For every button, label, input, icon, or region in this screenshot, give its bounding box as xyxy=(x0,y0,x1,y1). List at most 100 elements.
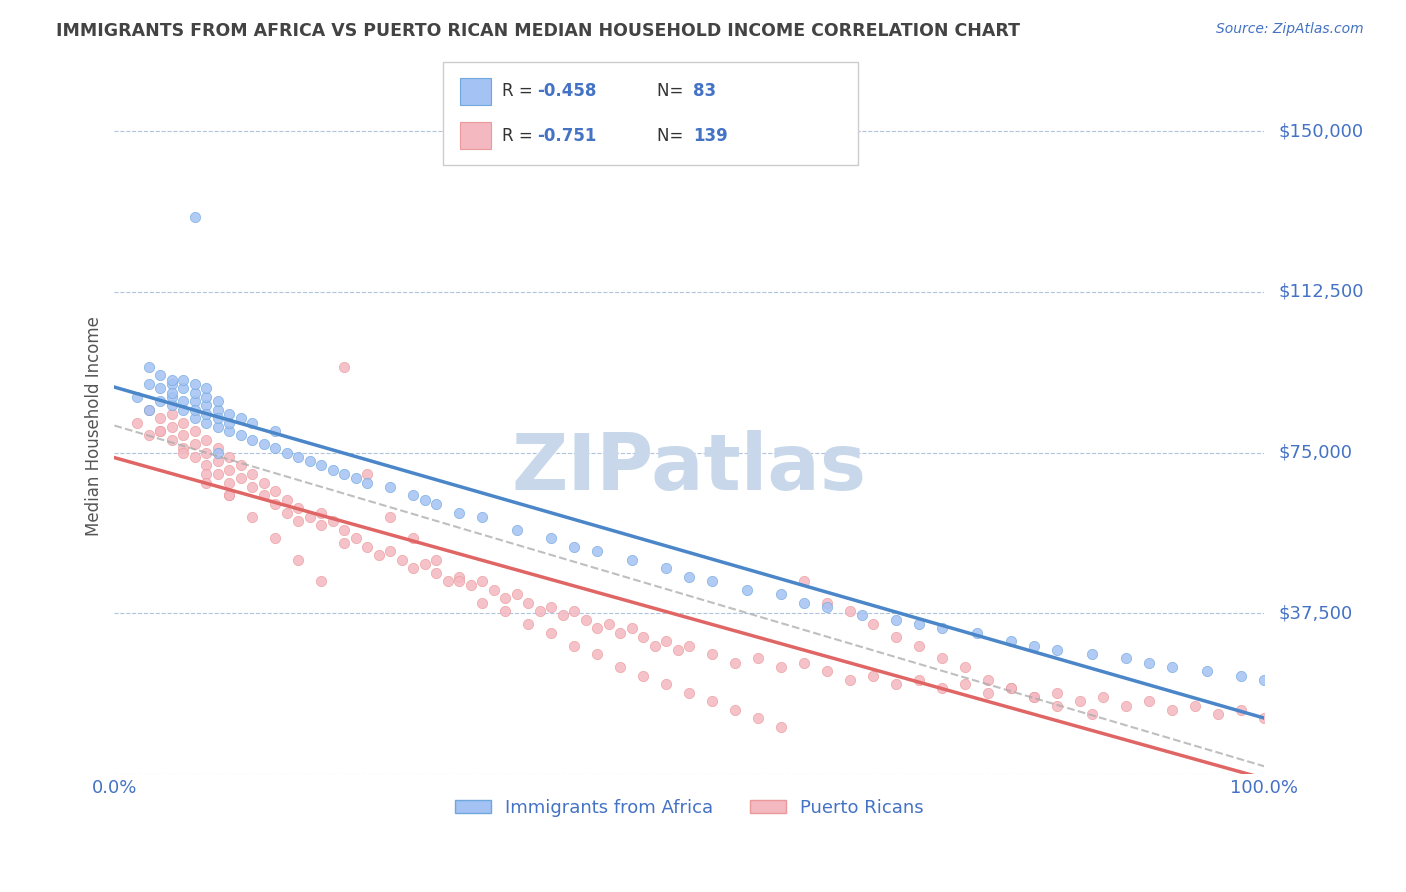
Point xyxy=(311,458,333,473)
Point xyxy=(172,416,194,430)
Point xyxy=(460,578,482,592)
Point xyxy=(1081,647,1104,661)
Point xyxy=(276,506,298,520)
Point xyxy=(195,458,218,473)
Point xyxy=(356,475,378,490)
Point xyxy=(540,599,562,614)
Text: 83: 83 xyxy=(693,82,716,100)
Point xyxy=(322,514,344,528)
Point xyxy=(620,621,643,635)
Point xyxy=(276,445,298,459)
Point xyxy=(207,411,229,425)
Point xyxy=(138,359,160,374)
Point xyxy=(264,442,287,456)
Point xyxy=(977,673,1000,687)
Point xyxy=(494,591,516,606)
Point xyxy=(471,596,494,610)
Point xyxy=(425,553,447,567)
Point xyxy=(564,540,586,554)
Text: R =: R = xyxy=(502,82,538,100)
Text: IMMIGRANTS FROM AFRICA VS PUERTO RICAN MEDIAN HOUSEHOLD INCOME CORRELATION CHART: IMMIGRANTS FROM AFRICA VS PUERTO RICAN M… xyxy=(56,22,1021,40)
Text: -0.751: -0.751 xyxy=(537,127,596,145)
Point xyxy=(931,681,953,696)
Point xyxy=(367,549,389,563)
Point xyxy=(1230,668,1253,682)
Point xyxy=(195,467,218,481)
Point xyxy=(598,617,620,632)
Point xyxy=(287,514,309,528)
Point xyxy=(449,574,471,589)
Point xyxy=(815,665,838,679)
Point xyxy=(540,532,562,546)
Point xyxy=(218,488,240,502)
Point xyxy=(564,604,586,618)
Point xyxy=(1161,660,1184,674)
Point xyxy=(839,673,862,687)
Point xyxy=(586,621,609,635)
Point xyxy=(564,639,586,653)
Point xyxy=(242,509,264,524)
Point xyxy=(517,617,540,632)
Point xyxy=(311,574,333,589)
Point xyxy=(402,488,425,502)
Point xyxy=(886,677,908,691)
Point xyxy=(862,668,884,682)
Point xyxy=(425,566,447,580)
Point xyxy=(815,599,838,614)
Point xyxy=(149,381,172,395)
Point xyxy=(184,402,207,417)
Point xyxy=(218,416,240,430)
Text: N=: N= xyxy=(657,127,688,145)
Point xyxy=(437,574,460,589)
Point xyxy=(242,467,264,481)
Point xyxy=(633,668,655,682)
Point xyxy=(184,376,207,391)
Point xyxy=(413,557,436,571)
Point xyxy=(1069,694,1091,708)
Point xyxy=(702,574,724,589)
Text: 139: 139 xyxy=(693,127,728,145)
Text: -0.458: -0.458 xyxy=(537,82,596,100)
Point xyxy=(977,686,1000,700)
Point xyxy=(207,442,229,456)
Point xyxy=(333,467,356,481)
Point xyxy=(955,677,977,691)
Point xyxy=(380,480,402,494)
Point xyxy=(506,523,529,537)
Text: $150,000: $150,000 xyxy=(1278,122,1364,140)
Point xyxy=(333,523,356,537)
Point xyxy=(1230,703,1253,717)
Point xyxy=(311,506,333,520)
Point xyxy=(1137,656,1160,670)
Point xyxy=(506,587,529,601)
Point xyxy=(1115,651,1137,665)
Point xyxy=(218,488,240,502)
Point xyxy=(160,373,183,387)
Legend: Immigrants from Africa, Puerto Ricans: Immigrants from Africa, Puerto Ricans xyxy=(447,792,931,824)
Point xyxy=(333,359,356,374)
Point xyxy=(160,420,183,434)
Point xyxy=(851,608,873,623)
Point xyxy=(908,673,931,687)
Point xyxy=(678,570,700,584)
Point xyxy=(229,458,252,473)
Text: $75,000: $75,000 xyxy=(1278,443,1353,461)
Point xyxy=(666,642,689,657)
Text: R =: R = xyxy=(502,127,538,145)
Point xyxy=(402,532,425,546)
Point xyxy=(149,394,172,409)
Point xyxy=(955,660,977,674)
Point xyxy=(678,686,700,700)
Point xyxy=(172,381,194,395)
Point xyxy=(1046,686,1069,700)
Point xyxy=(1024,690,1046,704)
Point xyxy=(793,596,815,610)
Point xyxy=(815,596,838,610)
Point xyxy=(471,574,494,589)
Point xyxy=(724,656,747,670)
Point xyxy=(356,467,378,481)
Point xyxy=(149,411,172,425)
Point xyxy=(253,437,276,451)
Point xyxy=(1115,698,1137,713)
Point xyxy=(793,574,815,589)
